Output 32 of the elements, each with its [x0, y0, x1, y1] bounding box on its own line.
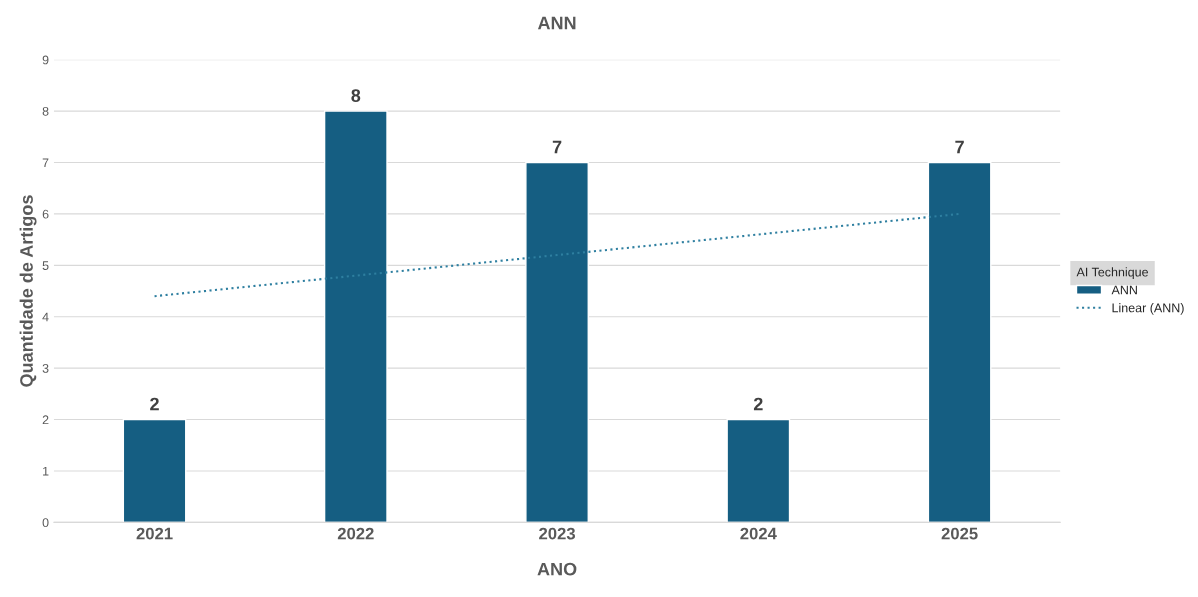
bar — [525, 161, 589, 523]
data-label: 2 — [753, 397, 763, 411]
y-axis-title: Quantidade de Artigos — [19, 195, 37, 387]
chart-title: ANN — [537, 16, 576, 30]
legend-label: Linear (ANN) — [1112, 303, 1184, 315]
y-tick-label: 3 — [42, 363, 49, 373]
y-tick-label: 1 — [43, 466, 49, 476]
data-label: 8 — [351, 89, 361, 102]
y-tick-label: 6 — [42, 209, 49, 219]
y-tick-label: 7 — [42, 158, 49, 168]
x-tick-label: 2023 — [539, 527, 576, 540]
x-tick-label: 2021 — [136, 527, 173, 540]
y-tick-label: 2 — [42, 415, 49, 425]
data-label: 7 — [552, 140, 562, 154]
bar — [927, 161, 992, 523]
y-tick-label: 4 — [42, 312, 49, 322]
bar — [323, 110, 388, 523]
x-axis-title: ANO — [537, 562, 577, 576]
x-tick-label: 2022 — [337, 527, 374, 540]
legend-label: ANN — [1111, 285, 1137, 295]
legend-title: AI Technique — [1076, 267, 1148, 279]
y-tick-label: 9 — [42, 55, 49, 65]
line-series — [153, 212, 961, 298]
bar — [122, 418, 187, 523]
x-tick-label: 2024 — [740, 527, 777, 540]
y-tick-label: 5 — [42, 261, 49, 270]
data-label: 2 — [150, 397, 159, 411]
y-tick-label: 8 — [42, 106, 49, 116]
y-tick-label: 0 — [42, 518, 49, 528]
data-label: 7 — [955, 140, 964, 154]
x-tick-label: 2025 — [941, 527, 978, 540]
bar — [726, 418, 791, 523]
